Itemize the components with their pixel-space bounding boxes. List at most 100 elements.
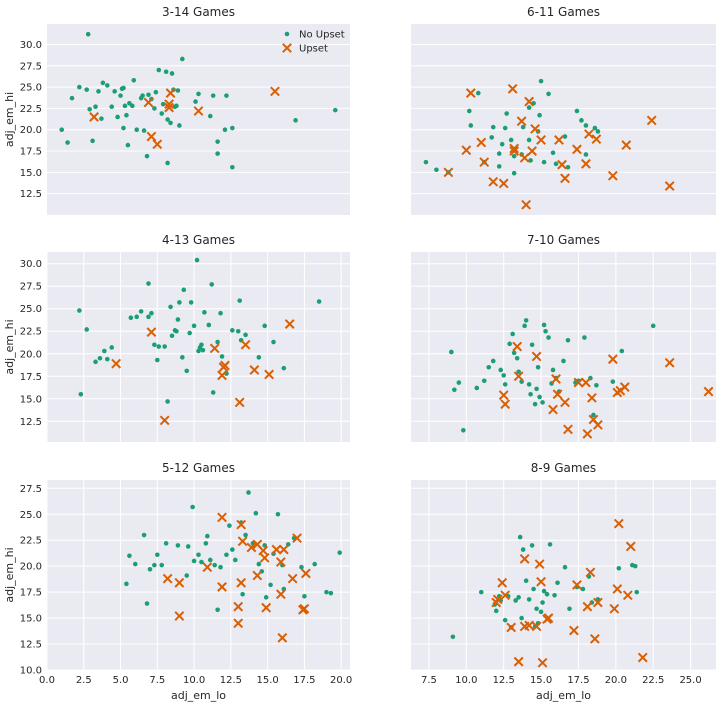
- no-upset-point: [193, 99, 198, 104]
- upset-point: [240, 339, 251, 350]
- no-upset-point: [475, 90, 481, 96]
- no-upset-point: [337, 550, 343, 555]
- no-upset-point: [481, 378, 487, 384]
- no-upset-point: [496, 151, 502, 156]
- no-upset-point: [565, 164, 571, 170]
- no-upset-point: [511, 350, 517, 356]
- no-upset-point: [461, 427, 466, 433]
- no-upset-point: [191, 558, 197, 564]
- upset-point: [236, 519, 247, 530]
- no-upset-point: [181, 287, 187, 293]
- no-upset-point: [93, 104, 98, 110]
- y-tick-label: 20.0: [20, 125, 42, 136]
- x-tick-label: 7.5: [149, 675, 165, 686]
- no-upset-point: [253, 510, 259, 516]
- upset-point: [621, 140, 632, 150]
- no-upset-point: [188, 300, 194, 305]
- upset-point: [89, 112, 99, 122]
- panel-background: [411, 480, 716, 670]
- no-upset-point: [156, 67, 162, 73]
- y-tick-label: 25.0: [20, 83, 42, 94]
- no-upset-point: [175, 543, 181, 548]
- upset-point: [271, 544, 282, 555]
- no-upset-point: [520, 124, 526, 130]
- upset-series: [491, 518, 648, 668]
- no-upset-series: [423, 78, 601, 176]
- no-upset-point: [177, 123, 182, 128]
- no-upset-point: [196, 348, 201, 354]
- y-tick-label: 12.5: [20, 417, 42, 428]
- no-upset-point: [138, 309, 144, 314]
- no-upset-point: [140, 93, 145, 98]
- y-tick-label: 22.5: [20, 104, 42, 115]
- no-upset-point: [502, 125, 508, 131]
- no-upset-point: [96, 89, 101, 94]
- no-upset-point: [207, 557, 213, 563]
- no-upset-point: [206, 322, 212, 328]
- no-upset-point: [519, 615, 524, 621]
- no-upset-point: [78, 391, 84, 397]
- upset-point: [531, 351, 542, 362]
- no-upset-point: [619, 348, 625, 354]
- upset-point: [270, 86, 280, 97]
- upset-point: [164, 99, 174, 110]
- panel-background: [411, 24, 716, 215]
- no-upset-point: [227, 523, 232, 528]
- no-upset-point: [175, 88, 181, 93]
- upset-point: [586, 392, 597, 403]
- panel-background: [411, 252, 716, 442]
- upset-point: [465, 88, 476, 98]
- no-upset-point: [69, 95, 75, 101]
- upset-point: [246, 542, 257, 553]
- no-upset-point: [156, 344, 162, 349]
- no-upset-point: [502, 382, 508, 387]
- upset-point: [612, 584, 623, 594]
- no-upset-point: [218, 310, 223, 316]
- upset-point: [551, 374, 561, 384]
- x-tick-label: 20.0: [605, 675, 627, 686]
- no-upset-point: [115, 114, 120, 120]
- no-upset-point: [222, 127, 228, 133]
- upset-point: [159, 415, 170, 426]
- no-upset-point: [550, 150, 556, 156]
- upset-point: [498, 390, 509, 401]
- upset-point: [573, 377, 584, 388]
- no-upset-point: [118, 93, 123, 98]
- no-upset-point: [162, 344, 167, 349]
- x-tick-label: 22.5: [642, 675, 664, 686]
- upset-point: [461, 145, 472, 156]
- no-upset-point: [224, 552, 229, 558]
- panel-6: 7.5 10.0 12.5 15.0 17.5 20.0 22.5 25.0 8-9 Games…: [411, 461, 716, 702]
- no-upset-point: [240, 591, 245, 597]
- no-upset-point: [155, 552, 160, 558]
- no-upset-point: [132, 561, 138, 567]
- upset-point: [530, 123, 541, 134]
- gridlines: [47, 43, 350, 195]
- no-upset-point: [526, 382, 532, 387]
- upset-point: [252, 570, 263, 581]
- no-upset-point: [486, 364, 492, 370]
- upset-point: [524, 620, 535, 631]
- no-upset-point: [152, 342, 157, 348]
- no-upset-point: [184, 368, 190, 374]
- upset-point: [519, 553, 530, 564]
- no-upset-point: [514, 355, 520, 361]
- no-upset-point: [210, 93, 216, 98]
- no-upset-point: [529, 342, 535, 348]
- upset-point: [584, 129, 594, 139]
- no-upset-point: [230, 164, 235, 170]
- no-upset-point: [147, 566, 153, 572]
- no-upset-point: [490, 124, 496, 130]
- no-upset-point: [124, 112, 129, 118]
- no-upset-point: [187, 330, 192, 336]
- upset-point: [500, 399, 511, 410]
- x-tick-label: 12.5: [493, 675, 515, 686]
- upset-point: [498, 178, 509, 189]
- no-upset-point: [504, 111, 509, 116]
- y-tick-label: 15.0: [20, 614, 42, 625]
- no-upset-point: [152, 106, 157, 111]
- no-upset-point: [616, 565, 622, 571]
- no-upset-point: [538, 78, 544, 84]
- upset-point: [607, 170, 618, 181]
- y-tick-label: 27.5: [20, 61, 42, 72]
